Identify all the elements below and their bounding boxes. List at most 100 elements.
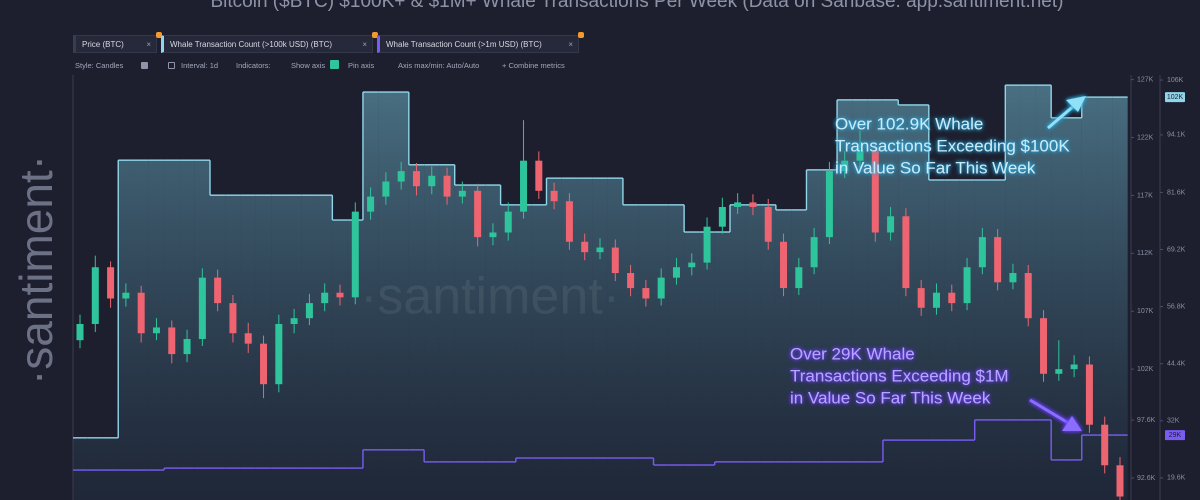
candle-body [229,303,237,334]
close-icon[interactable]: × [568,40,573,49]
candle-body [902,216,910,289]
toolbar-item[interactable]: Pin axis [348,61,375,70]
area-segment [546,178,562,500]
legend-tab[interactable]: Whale Transaction Count (>100k USD) (BTC… [161,32,378,53]
candle-body [367,196,375,212]
candle-body [688,262,696,268]
arrow [1047,102,1077,130]
area-segment [470,185,486,500]
candle-body [244,333,252,344]
area-segment [393,92,409,500]
legend-tab[interactable]: Whale Transaction Count (>1m USD) (BTC) × [377,32,584,53]
close-icon[interactable]: × [362,40,367,49]
area-segment [102,437,119,500]
candle-body [1116,465,1124,497]
candle-body [336,292,344,298]
y-tick-label: 107K [1137,308,1154,315]
area-segment [699,232,715,500]
candle-body [1024,273,1032,319]
badge [156,32,162,38]
candle-body [596,247,604,253]
candle-body [1101,424,1109,466]
candle-body [917,288,925,308]
area-segment [1035,85,1052,500]
annotation-layer: Over 102.9K Whale Transactions Exceeding… [790,96,1086,431]
toolbar-item[interactable]: Indicators: [236,61,271,70]
candle-body [994,237,1002,283]
y2-tick-label: 19.6K [1167,475,1186,482]
y2-tick-label: 44.4K [1167,361,1186,368]
candle-body [428,175,436,187]
area-segment [515,204,532,500]
checkbox[interactable] [330,60,339,69]
area-segment [301,195,318,500]
arrow [1029,398,1071,426]
candle-body [535,160,543,191]
legend-label: Whale Transaction Count (>100k USD) (BTC… [170,40,333,49]
badge [372,32,378,38]
area-segment [745,204,761,500]
area-segment [408,164,425,500]
candle-body [1009,273,1017,283]
annotation-line: Transactions Exceeding $1M [790,366,1009,385]
legend-label: Price (BTC) [82,40,124,49]
candle-body [397,171,405,182]
candle-body [627,273,635,289]
candle-body [841,160,849,172]
area-segment [837,99,853,500]
toolbar-item[interactable]: Style: Candles [75,61,124,70]
last-value-badge: 102K [1165,92,1185,103]
candle-body [734,202,742,208]
icon [141,62,148,69]
area-segment [775,209,792,500]
toolbar-item[interactable]: Axis max/min: Auto/Auto [398,61,480,70]
area-segment [439,164,455,500]
area-segment [378,92,394,500]
y2-tick-label: 81.6K [1167,189,1186,196]
y-tick-label: 117K [1137,192,1153,199]
area-segment [225,195,241,500]
candle-body [795,267,803,289]
area-segment [714,232,730,500]
candle-body [443,175,451,197]
area-segment [332,220,348,500]
icon [168,62,175,69]
toolbar-item[interactable]: + Combine metrics [502,61,565,70]
toolbar-item[interactable]: Show axis [291,61,326,70]
candle-body [275,323,283,385]
area-segment [653,204,669,500]
area-segment [592,178,608,500]
candle-body [198,277,206,340]
area-segment [867,99,883,500]
candle-body [290,318,298,324]
area-segment [668,204,685,500]
y-tick-label: 127K [1137,76,1154,83]
candle-body [856,150,864,161]
candle-body [305,303,313,319]
area-segment [500,204,516,500]
area-segment [760,204,776,500]
legend-label: Whale Transaction Count (>1m USD) (BTC) [386,40,542,49]
last-value-badge: 29K [1165,430,1185,441]
candle-body [642,288,650,299]
candle-body [474,190,482,238]
chart-title: Bitcoin ($BTC) $100K+ & $1M+ Whale Trans… [211,0,1064,12]
annotation-line: Over 102.9K Whale [835,114,983,133]
area-segment [684,232,700,500]
candle-body [749,202,757,208]
close-icon[interactable]: × [146,40,151,49]
area-segment [531,204,547,500]
legend-tab[interactable]: Price (BTC) × [73,32,162,53]
toolbar-item[interactable]: Interval: 1d [181,61,219,70]
candle-body [978,237,986,268]
candle-body [825,171,833,238]
candle-body [76,323,84,341]
area-segment [622,204,639,500]
candle-body [489,232,497,238]
y2-tick-label: 56.8K [1167,303,1186,310]
y-tick-label: 112K [1137,250,1153,257]
area-segment [347,220,363,500]
arrow-head [1066,96,1086,112]
